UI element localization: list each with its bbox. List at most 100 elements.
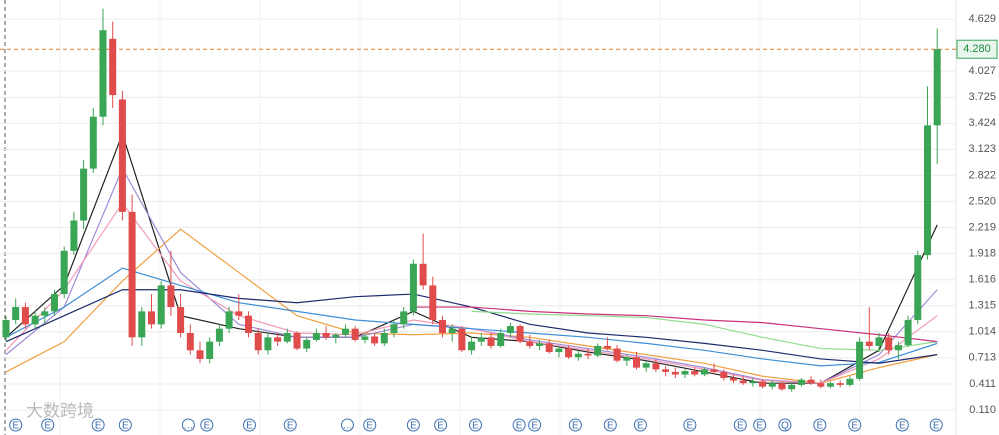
event-label: E: [410, 421, 417, 432]
candle-body: [419, 263, 427, 286]
candle-body: [118, 99, 126, 212]
event-marker: [528, 418, 542, 432]
candle-body: [283, 332, 291, 342]
event-marker: [181, 418, 195, 432]
y-tick-label: 2.520: [968, 195, 996, 207]
candle-body: [603, 345, 611, 349]
candle-body: [12, 307, 20, 321]
candle-body: [924, 125, 931, 256]
event-label: E: [366, 421, 373, 432]
candle-body: [215, 328, 223, 342]
candle-body: [633, 357, 640, 368]
candle-body: [720, 371, 728, 378]
event-marker: [683, 418, 697, 432]
event-label: E: [44, 421, 51, 432]
event-label: E: [607, 421, 614, 432]
candle-body: [128, 211, 136, 338]
event-marker: [895, 418, 909, 432]
candle-body: [177, 307, 185, 333]
candle-body: [933, 49, 941, 126]
candle-body: [2, 320, 10, 338]
candle-body: [700, 369, 708, 375]
event-marker: [9, 418, 23, 432]
event-label: E: [203, 421, 210, 432]
candle-body: [623, 357, 631, 361]
event-label: E: [246, 421, 253, 432]
candle-body: [497, 332, 505, 346]
event-label: E: [516, 421, 523, 432]
ma-line: [5, 267, 938, 367]
candle-body: [817, 383, 825, 387]
candle-body: [371, 336, 379, 344]
candle-body: [409, 263, 417, 312]
candle-body: [904, 320, 912, 346]
candle-body: [254, 332, 262, 351]
candle-body: [322, 332, 330, 338]
event-marker: [283, 418, 297, 432]
event-label: E: [437, 421, 444, 432]
y-tick-label: 3.725: [968, 91, 996, 103]
candle-body: [51, 294, 58, 312]
candle-body: [429, 285, 437, 321]
event-label: E: [287, 421, 294, 432]
event-marker: [118, 418, 132, 432]
event-label: E: [637, 421, 644, 432]
event-label: E: [899, 421, 906, 432]
event-marker: [242, 418, 256, 432]
candle-body: [759, 381, 767, 387]
candle-body: [506, 326, 514, 333]
event-marker: [363, 418, 377, 432]
candle-body: [361, 336, 369, 340]
candle-body: [914, 255, 922, 321]
candle-body: [458, 328, 466, 351]
candle-body: [264, 337, 272, 351]
candle-body: [206, 341, 214, 359]
candle-body: [642, 363, 650, 368]
candle-body: [797, 379, 805, 385]
candle-body: [332, 334, 340, 338]
event-label: E: [687, 421, 694, 432]
y-tick-label: 3.123: [968, 143, 996, 155]
event-marker: [778, 418, 792, 432]
candle-body: [274, 337, 282, 342]
candle-body: [99, 30, 107, 117]
candle-body: [31, 315, 39, 325]
candle-body: [351, 328, 359, 340]
candle-body: [545, 343, 553, 353]
candle-body: [574, 353, 582, 358]
event-marker: [603, 418, 617, 432]
candle-body: [856, 341, 864, 379]
y-tick-label: 4.629: [968, 13, 996, 25]
candle-body: [60, 250, 68, 295]
event-marker: [340, 418, 354, 432]
candle-body: [778, 383, 786, 390]
candle-body: [448, 328, 456, 333]
event-label: E: [572, 421, 579, 432]
event-marker: [200, 418, 214, 432]
candle-body: [516, 326, 524, 342]
candle-body: [865, 341, 873, 346]
candle-body: [710, 369, 718, 372]
ma-line: [5, 228, 938, 384]
candle-body: [70, 220, 78, 251]
y-tick-label: 0.110: [969, 404, 996, 416]
event-label: E: [12, 421, 19, 432]
event-marker: [929, 418, 943, 432]
event-marker: [512, 418, 526, 432]
event-marker: [434, 418, 448, 432]
event-label: E: [122, 421, 129, 432]
y-tick-label: 3.424: [968, 117, 996, 129]
candle-body: [526, 341, 534, 346]
candle-body: [788, 384, 796, 390]
event-marker: [633, 418, 647, 432]
candle-body: [225, 311, 233, 329]
event-label: E: [851, 421, 858, 432]
event-label: E: [737, 421, 744, 432]
candle-body: [245, 315, 252, 333]
candle-body: [342, 328, 349, 335]
ma-line: [413, 306, 938, 343]
candle-body: [400, 311, 408, 325]
candle-body: [80, 168, 88, 221]
candle-body: [894, 345, 902, 351]
